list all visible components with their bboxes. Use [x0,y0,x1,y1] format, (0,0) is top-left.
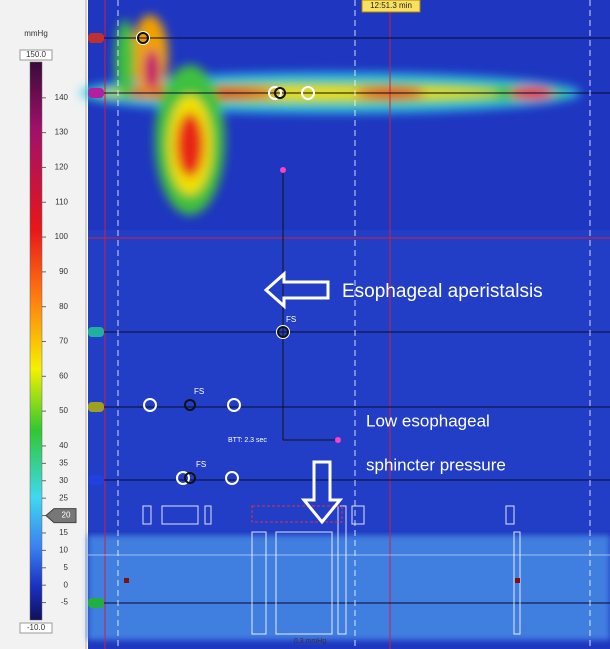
annotation: Low esophageal [366,411,490,430]
channel-tag [88,33,104,43]
color-scale [30,62,42,620]
scale-tick-label: 80 [59,302,68,311]
marker-square [515,578,520,583]
scale-tick-label: 90 [59,267,68,276]
scale-tick-label: 140 [55,93,69,102]
scale-tick-label: -5 [61,598,69,607]
event-point [280,167,286,173]
scale-tick-label: 10 [59,545,68,554]
channel-tag [88,475,104,485]
btt-label: BTT: 2.3 sec [228,437,267,444]
channel-tag [88,88,104,98]
scale-tick-label: 30 [59,476,68,485]
marker-square [124,578,129,583]
range-min: -10.0 [27,623,46,632]
isobar-label: 0.3 mmHg [294,638,326,645]
scale-tick-label: 40 [59,441,68,450]
scale-tick-label: 15 [59,528,68,537]
pressure-region [88,535,610,640]
scale-tick-label: 5 [64,563,69,572]
channel-tag [88,598,104,608]
fs-label: FS [196,460,206,469]
range-max: 150.0 [26,50,47,59]
scale-tick-label: 25 [59,493,68,502]
annotation: sphincter pressure [366,455,506,474]
scale-tick-label: 120 [55,163,69,172]
annotation: Esophageal aperistalsis [342,281,543,302]
scale-marker-label: 20 [62,511,71,520]
scale-tick-label: 70 [59,337,68,346]
channel-tag [88,402,104,412]
scale-unit: mmHg [24,29,48,38]
event-point [335,437,341,443]
fs-label: FS [286,315,296,324]
scale-tick-label: 110 [55,197,68,206]
scale-tick-label: 100 [55,232,69,241]
scale-tick-label: 50 [59,406,68,415]
scale-tick-label: 35 [59,458,68,467]
scale-tick-label: 60 [59,371,68,380]
pressure-blob [144,50,160,90]
manometry-screen: mmHg 150.0-10.01401301201101009080706050… [0,0,610,649]
pressure-region [88,230,610,530]
fs-label: FS [194,387,204,396]
timestamp: 12:51.3 min [370,1,412,10]
scale-tick-label: 0 [64,580,69,589]
channel-tag [88,327,104,337]
scale-tick-label: 130 [55,128,69,137]
pressure-blob [176,113,204,177]
